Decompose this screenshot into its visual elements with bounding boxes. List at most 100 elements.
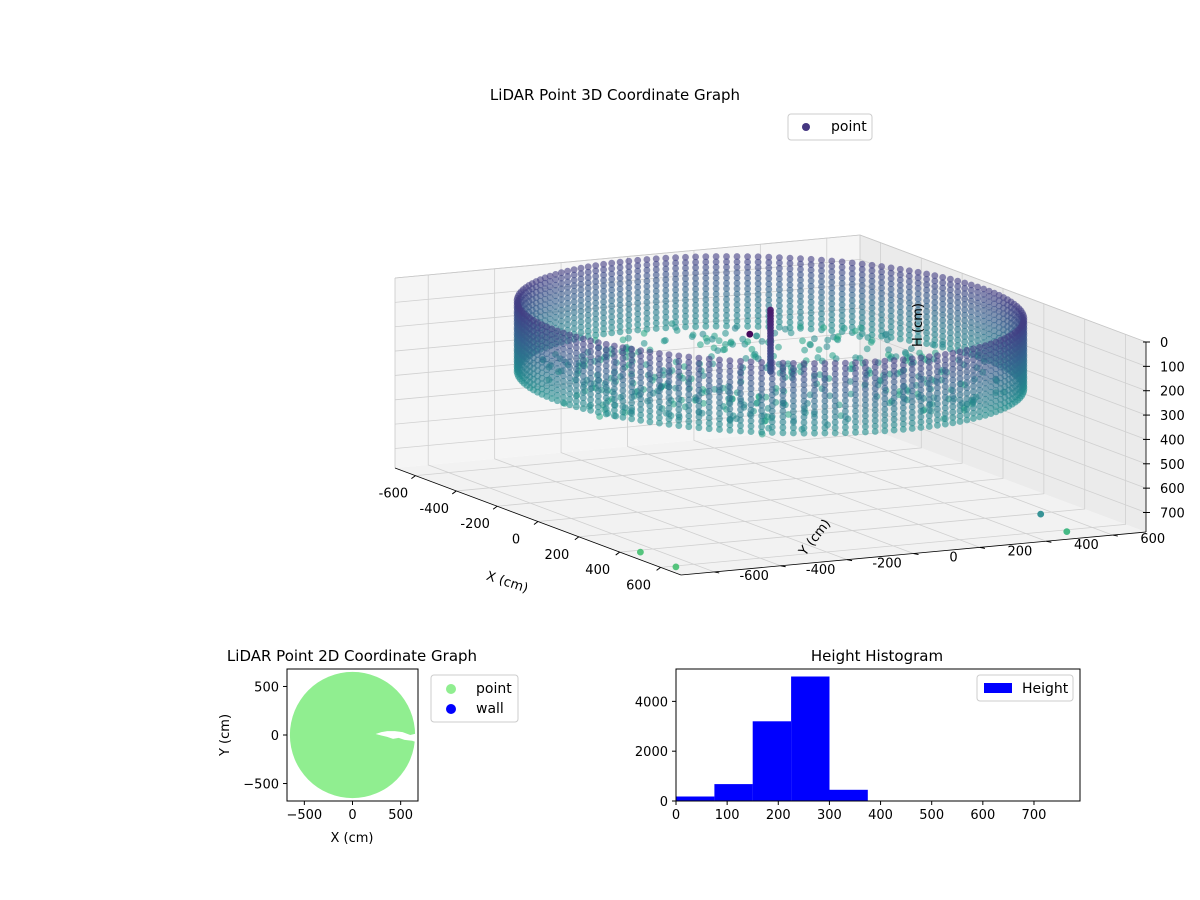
chart-3d-point: [914, 317, 922, 324]
chart-3d-point: [807, 261, 815, 269]
chart-3d-point: [733, 301, 741, 309]
chart-3d-point: [744, 312, 751, 319]
chart-3d-point: [646, 407, 654, 415]
chart-3d-point: [899, 361, 907, 369]
chart-3d-point: [643, 272, 651, 279]
chart-3d-point: [887, 269, 895, 277]
chart-3d-point: [987, 399, 995, 407]
chart-3d-point: [747, 422, 755, 430]
chart-3d-point: [744, 253, 751, 260]
chart-3d-point: [800, 376, 808, 383]
chart-3d-point: [838, 301, 846, 309]
chart-3d-point: [742, 355, 750, 362]
chart-3d-point: [956, 348, 964, 356]
chart-3d-point: [744, 280, 751, 287]
chart-3d-point: [768, 386, 776, 393]
chart-3d-point: [858, 303, 866, 311]
chart-3d-point: [887, 280, 895, 288]
chart-3d-point: [923, 313, 930, 321]
chart-3d-point: [608, 324, 616, 331]
chart-3d-point: [652, 282, 660, 289]
chart-3d-point: [899, 404, 907, 412]
chart-2d-x-tick-label: 0: [348, 808, 356, 823]
chart-3d-point: [675, 411, 683, 419]
chart-3d-point: [831, 370, 839, 378]
chart-3d-point: [662, 337, 669, 344]
chart-3d-point: [637, 363, 645, 371]
chart-3d-point: [692, 280, 699, 288]
chart-3d-point: [611, 374, 618, 382]
chart-3d-point: [878, 289, 885, 297]
chart-3d-point: [584, 306, 592, 314]
chart-3d-point: [675, 374, 683, 381]
chart-3d-point: [818, 267, 825, 275]
chart-3d-point: [807, 293, 815, 301]
chart-3d-point: [765, 291, 773, 299]
chart-3d-point: [917, 359, 925, 367]
histogram-bar: [752, 721, 792, 801]
chart-3d-point: [600, 309, 607, 316]
chart-3d-point: [925, 380, 933, 387]
chart-3d-point: [625, 334, 632, 342]
histogram-x-tick-label: 0: [672, 808, 680, 823]
chart-3d-point: [949, 371, 957, 378]
chart-3d-x-tick-label: -400: [420, 502, 450, 517]
chart-3d-point: [584, 279, 592, 287]
chart-3d-point: [675, 363, 683, 371]
chart-3d-point: [625, 279, 633, 286]
chart-3d-point: [594, 366, 602, 373]
chart-3d-point: [939, 311, 947, 319]
chart-3d-point: [842, 429, 849, 437]
chart-3d-point: [656, 360, 663, 368]
chart-3d-point: [947, 313, 954, 321]
chart-3d-point: [548, 347, 556, 354]
chart-3d-point: [868, 288, 876, 296]
chart-3d-point: [747, 358, 755, 366]
chart-3d-point: [974, 315, 981, 323]
chart-3d-point: [570, 282, 578, 290]
chart-3d-y-tick-label: 400: [1074, 538, 1099, 553]
chart-3d-point: [554, 359, 561, 367]
chart-3d-point: [768, 402, 776, 410]
chart-3d-point: [768, 364, 776, 372]
chart-3d-point: [558, 317, 565, 325]
chart-3d-point: [776, 286, 783, 294]
chart-3d-point: [708, 335, 716, 343]
chart-3d-point: [768, 429, 776, 436]
chart-3d-point: [744, 301, 751, 309]
chart-3d-point: [967, 303, 975, 310]
chart-3d-point: [947, 340, 954, 347]
chart-3d-point: [672, 302, 679, 310]
chart-3d-point: [852, 359, 859, 367]
chart-3d-point: [821, 376, 829, 383]
chart-3d-point: [784, 360, 792, 368]
chart-3d-point: [779, 370, 787, 378]
chart-3d-point: [765, 269, 773, 277]
chart-3d-point: [587, 337, 594, 345]
chart-3d-point: [726, 405, 734, 413]
chart-3d-point: [643, 293, 651, 301]
chart-3d-point: [570, 277, 578, 284]
chart-3d-point: [826, 392, 834, 400]
chart-3d-point: [818, 315, 825, 323]
chart-3d-point: [592, 267, 600, 275]
chart-3d-point: [899, 415, 907, 422]
chart-3d-point: [716, 420, 723, 428]
chart-3d-point: [560, 383, 567, 390]
chart-3d-point: [672, 313, 679, 320]
chart-3d-point: [572, 333, 580, 341]
histogram-y-tick-label: 4000: [635, 695, 668, 710]
chart-3d-point: [716, 361, 723, 369]
chart-3d-point: [608, 318, 616, 326]
chart-3d-point: [712, 279, 720, 287]
chart-3d-point: [956, 369, 964, 377]
chart-3d-point: [560, 388, 567, 396]
chart-3d-point: [692, 253, 699, 261]
chart-3d-point: [811, 335, 818, 343]
chart-3d-point: [665, 410, 673, 418]
chart-3d-point: [619, 403, 627, 410]
chart-3d-point: [878, 279, 885, 286]
chart-3d-point: [554, 327, 561, 335]
chart-3d-point: [685, 369, 693, 377]
chart-3d-point: [856, 333, 864, 340]
